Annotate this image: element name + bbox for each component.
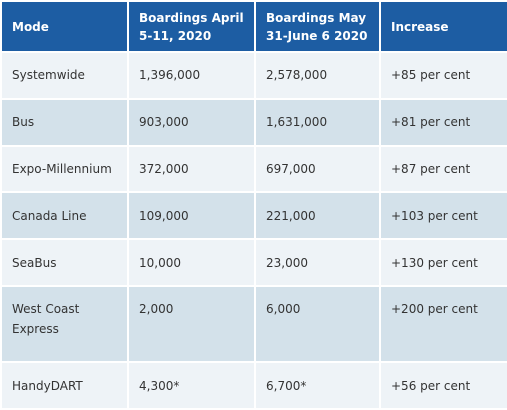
table-cell: 697,000 — [254, 144, 381, 194]
table-row: Systemwide 1,396,000 2,578,000 +85 per cent — [0, 51, 507, 100]
table-cell: 4,300* — [127, 361, 256, 410]
table-cell: 2,000 — [127, 285, 256, 364]
table-cell: Canada Line — [0, 191, 129, 241]
table-cell: 109,000 — [127, 191, 256, 241]
table-cell: Expo-Millennium — [0, 144, 129, 194]
table-cell: +85 per cent — [379, 51, 507, 100]
table-cell: 23,000 — [254, 238, 381, 288]
table-cell: 903,000 — [127, 97, 256, 147]
table-cell: HandyDART — [0, 361, 129, 410]
table-row: Canada Line 109,000 221,000 +103 per cent — [0, 191, 507, 241]
table-cell: +130 per cent — [379, 238, 507, 288]
header-cell: Mode — [0, 0, 129, 53]
table-cell: 10,000 — [127, 238, 256, 288]
table-cell: 221,000 — [254, 191, 381, 241]
table-cell: +87 per cent — [379, 144, 507, 194]
table-cell: 6,000 — [254, 285, 381, 364]
table-cell: Systemwide — [0, 51, 129, 100]
table-cell: 1,631,000 — [254, 97, 381, 147]
table-row: SeaBus 10,000 23,000 +130 per cent — [0, 238, 507, 288]
table-cell: 6,700* — [254, 361, 381, 410]
table-row: Bus 903,000 1,631,000 +81 per cent — [0, 97, 507, 147]
table-body: Systemwide 1,396,000 2,578,000 +85 per cent… — [0, 51, 507, 410]
header-cell: Boardings April 5-11, 2020 — [127, 0, 256, 53]
table-cell: +103 per cent — [379, 191, 507, 241]
table-row: West Coast Express 2,000 6,000 +200 per cen… — [0, 285, 507, 364]
header-row: Mode Boardings April 5-11, 2020 Boarding… — [0, 0, 507, 53]
header-cell: Increase — [379, 0, 507, 53]
table-cell: 1,396,000 — [127, 51, 256, 100]
table-cell: SeaBus — [0, 238, 129, 288]
table-cell: 2,578,000 — [254, 51, 381, 100]
table-cell: +81 per cent — [379, 97, 507, 147]
header-cell: Boardings May 31-June 6 2020 — [254, 0, 381, 53]
table-cell: +200 per cent — [379, 285, 507, 364]
table-cell: 372,000 — [127, 144, 256, 194]
table-row: HandyDART 4,300* 6,700* +56 per cent — [0, 361, 507, 410]
table-cell: West Coast Express — [0, 285, 129, 364]
table-cell: Bus — [0, 97, 129, 147]
table-row: Expo-Millennium 372,000 697,000 +87 per cen… — [0, 144, 507, 194]
table-cell: +56 per cent — [379, 361, 507, 410]
